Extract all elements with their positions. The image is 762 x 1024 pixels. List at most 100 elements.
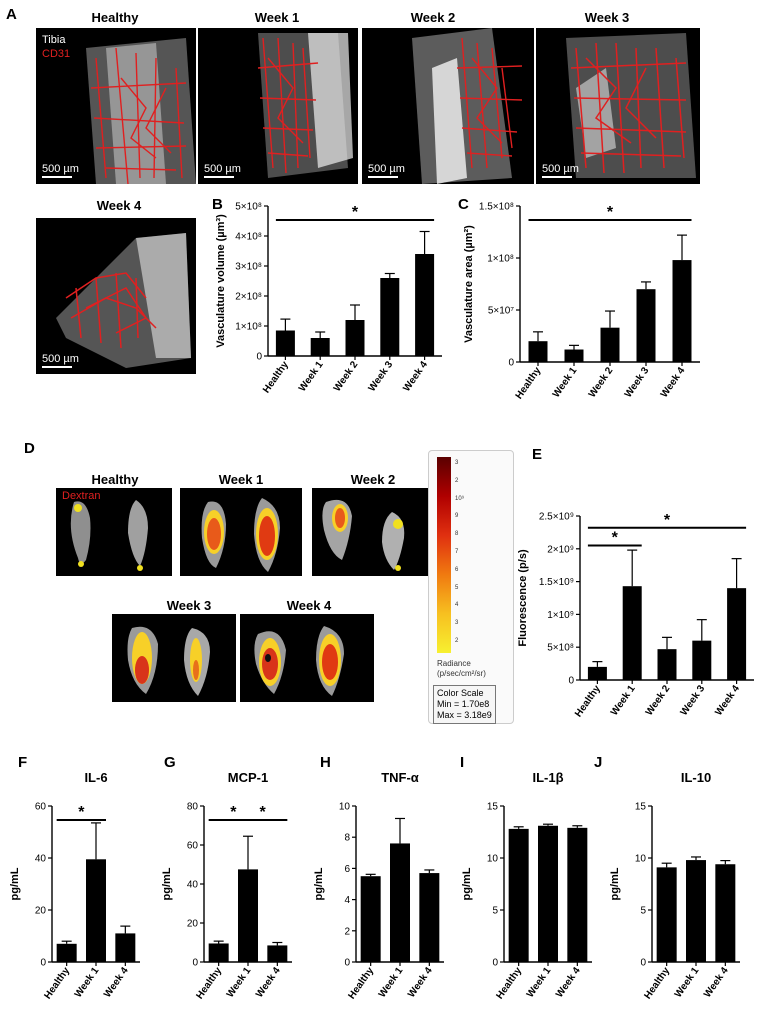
y-tick-label: 20 xyxy=(35,906,47,917)
panel-a-title-week3: Week 3 xyxy=(584,10,630,25)
organ-image-week4 xyxy=(254,626,344,696)
y-tick-label: 1.5×10⁸ xyxy=(479,202,514,213)
panel-label-c: C xyxy=(458,196,469,213)
x-tick-label: Week 1 xyxy=(673,965,702,1000)
ivis-image-week4 xyxy=(240,614,374,702)
x-tick-label: Healthy xyxy=(514,365,544,401)
y-tick-label: 0 xyxy=(568,676,574,687)
chart-vasculature-volume: 0 1×10⁸ 2×10⁸ 3×10⁸ 4×10⁸ 5×10⁸ Vasculature vo… xyxy=(215,202,442,395)
panel-a-title-healthy: Healthy xyxy=(91,10,139,25)
radiance-label: Radiance (p/sec/cm²/sr) xyxy=(437,659,486,678)
y-tick-label: 1×10⁸ xyxy=(487,254,514,265)
chart-vasculature-area: 0 5×10⁷ 1×10⁸ 1.5×10⁸ Vasculature area (µm²)… xyxy=(463,202,700,401)
bar-week-3 xyxy=(636,289,656,362)
organ-image-healthy xyxy=(70,500,148,571)
vasculature-image-week4 xyxy=(56,233,191,368)
y-tick-label: 0 xyxy=(40,958,46,969)
y-tick-label: 15 xyxy=(487,802,499,813)
y-tick-label: 20 xyxy=(187,919,199,930)
y-tick-label: 1×10⁸ xyxy=(235,322,262,333)
scale-bar-week1: 500 µm xyxy=(204,163,241,178)
y-tick-label: 40 xyxy=(187,880,199,891)
panel-label-j: J xyxy=(594,754,603,771)
panel-d-title-healthy: Healthy xyxy=(91,472,139,487)
chart-il6: IL-6 0 20 40 60 pg/mL Healthy Week 1 Week 4 * xyxy=(9,770,140,1001)
bar-week-1 xyxy=(310,338,330,356)
panel-a-title-week2: Week 2 xyxy=(410,10,456,25)
chart-fluorescence: 0 5×10⁸ 1×10⁹ 1.5×10⁹ 2×10⁹ 2.5×10⁹ Fluorescen… xyxy=(517,512,754,719)
y-axis-label: pg/mL xyxy=(609,867,621,900)
chart-mcp1: MCP-1 0 20 40 60 80 pg/mL Healthy Week 1 Week 4 * * xyxy=(161,770,292,1001)
y-tick-label: 5 xyxy=(492,906,498,917)
bar-healthy xyxy=(508,828,529,962)
y-axis-label: pg/mL xyxy=(161,867,173,900)
panel-d-title-week2: Week 2 xyxy=(350,472,396,487)
panel-d-title-week1: Week 1 xyxy=(218,472,264,487)
y-tick-label: 0 xyxy=(192,958,198,969)
y-tick-label: 10 xyxy=(487,854,499,865)
vasculature-image-week2 xyxy=(412,28,523,184)
y-tick-label: 3×10⁸ xyxy=(235,262,262,273)
x-tick-label: Week 4 xyxy=(713,683,742,718)
chart-il1b: IL-1β 0 5 10 15 pg/mL Healthy Week 1 Week 4 xyxy=(461,770,592,1001)
y-tick-label: 5×10⁸ xyxy=(235,202,262,213)
x-tick-label: Week 3 xyxy=(623,365,652,400)
organ-image-week2 xyxy=(322,499,405,571)
vasculature-image-week3 xyxy=(566,33,696,178)
y-tick-label: 40 xyxy=(35,854,47,865)
x-tick-label: Week 1 xyxy=(609,683,638,718)
vasculature-image-week1 xyxy=(257,33,353,178)
x-tick-label: Week 1 xyxy=(525,965,554,1000)
bar-week-2 xyxy=(345,320,365,356)
y-tick-label: 60 xyxy=(187,841,199,852)
significance-star: * xyxy=(664,512,671,529)
y-tick-label: 2.5×10⁹ xyxy=(539,512,574,523)
x-tick-label: Week 4 xyxy=(406,965,435,1000)
y-axis-label: Vasculature volume (µm³) xyxy=(215,214,227,348)
y-tick-label: 80 xyxy=(187,802,199,813)
bar-healthy xyxy=(656,867,677,962)
panel-label-f: F xyxy=(18,754,28,771)
y-axis-label: pg/mL xyxy=(9,867,21,900)
ivis-image-week1 xyxy=(180,488,302,576)
y-tick-label: 60 xyxy=(35,802,47,813)
x-tick-label: Week 3 xyxy=(367,359,396,394)
x-tick-label: Week 2 xyxy=(332,359,361,394)
y-tick-label: 10 xyxy=(339,802,351,813)
chart-il10: IL-10 0 5 10 15 pg/mL Healthy Week 1 Week 4 xyxy=(609,770,740,1001)
ivis-image-week2 xyxy=(312,488,428,576)
x-tick-label: Healthy xyxy=(346,965,376,1001)
micrograph-week1: 500 µm xyxy=(198,28,358,184)
panel-label-h: H xyxy=(320,754,331,771)
bar-week-4 xyxy=(727,588,747,680)
y-tick-label: 4 xyxy=(344,895,350,906)
bar-week-1 xyxy=(538,825,558,962)
y-tick-label: 5×10⁸ xyxy=(547,643,574,654)
y-tick-label: 2×10⁸ xyxy=(235,292,262,303)
x-tick-label: Week 2 xyxy=(644,683,673,718)
significance-star: * xyxy=(612,530,619,547)
bar-week-3 xyxy=(692,640,712,680)
x-tick-label: Week 1 xyxy=(377,965,406,1000)
scale-bar-week2: 500 µm xyxy=(368,163,405,178)
micrograph-healthy: Tibia CD31 500 µm xyxy=(36,28,196,184)
bar-week-4 xyxy=(419,873,440,962)
scale-bar-healthy: 500 µm xyxy=(42,163,79,178)
legend-dextran: Dextran xyxy=(62,490,101,502)
x-tick-label: Week 1 xyxy=(297,359,326,394)
bar-week-4 xyxy=(267,945,288,962)
significance-star: * xyxy=(230,804,237,821)
y-axis-label: pg/mL xyxy=(313,867,325,900)
bar-week-4 xyxy=(567,827,588,962)
organ-image-week1 xyxy=(201,498,280,572)
bar-week-4 xyxy=(672,260,692,362)
chart-title: IL-10 xyxy=(681,770,711,785)
color-scale-ticks: 3 2 10⁹ 9 8 7 6 5 4 3 2 xyxy=(455,460,465,644)
scale-bar-week4: 500 µm xyxy=(42,353,79,368)
y-tick-label: 0 xyxy=(256,352,262,363)
color-scale-gradient xyxy=(437,457,451,653)
y-tick-label: 2×10⁹ xyxy=(547,544,574,555)
y-tick-label: 15 xyxy=(635,802,647,813)
bar-healthy xyxy=(360,876,381,962)
bar-healthy xyxy=(208,943,229,962)
